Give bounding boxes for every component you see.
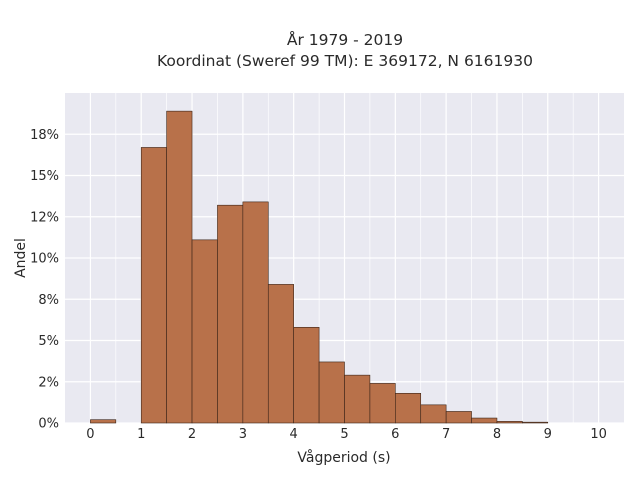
x-tick-label: 9 [544, 427, 552, 442]
histogram-bar [90, 419, 117, 424]
y-axis-label: Andel [13, 238, 29, 278]
histogram-bar [420, 404, 447, 424]
y-tick-label: 10% [30, 252, 59, 267]
histogram-bar [496, 421, 523, 424]
histogram-bar [471, 417, 498, 424]
x-tick-label: 6 [391, 427, 399, 442]
x-tick-label: 2 [188, 427, 196, 442]
y-tick-label: 0% [38, 417, 59, 432]
bars-group [90, 110, 549, 424]
y-tick-label: 8% [38, 293, 59, 308]
y-tick-label: 2% [38, 375, 59, 390]
histogram-bar [140, 147, 167, 424]
histogram-bar [445, 411, 472, 424]
histogram-bar [191, 239, 218, 424]
y-tick-label: 5% [38, 334, 59, 349]
histogram-bar [369, 383, 396, 424]
histogram-bar [217, 204, 244, 424]
x-tick-label: 1 [137, 427, 145, 442]
x-tick-label: 3 [239, 427, 247, 442]
histogram-bar [318, 361, 345, 424]
histogram-bar [522, 421, 549, 424]
histogram-bar [293, 326, 320, 424]
x-tick-label: 10 [590, 427, 607, 442]
y-tick-label: 12% [30, 210, 59, 225]
histogram-bar [267, 284, 294, 424]
histogram-bar [242, 201, 269, 424]
x-tick-label: 7 [442, 427, 450, 442]
chart-title-line1: År 1979 - 2019 [287, 30, 403, 49]
x-axis-ticks: 0 1 2 3 4 5 6 7 8 9 10 [86, 427, 607, 442]
y-tick-label: 15% [30, 169, 59, 184]
x-tick-label: 8 [493, 427, 501, 442]
histogram-bar [166, 110, 193, 424]
y-tick-label: 18% [30, 128, 59, 143]
x-axis-label: Vågperiod (s) [297, 449, 390, 466]
histogram-bar [395, 392, 422, 424]
histogram-bar [344, 374, 371, 424]
chart-title-line2: Koordinat (Sweref 99 TM): E 369172, N 61… [157, 52, 533, 70]
x-tick-label: 4 [290, 427, 298, 442]
y-axis-ticks: 0% 2% 5% 8% 10% 12% 15% 18% [30, 128, 59, 432]
x-tick-label: 5 [340, 427, 348, 442]
x-tick-label: 0 [86, 427, 94, 442]
